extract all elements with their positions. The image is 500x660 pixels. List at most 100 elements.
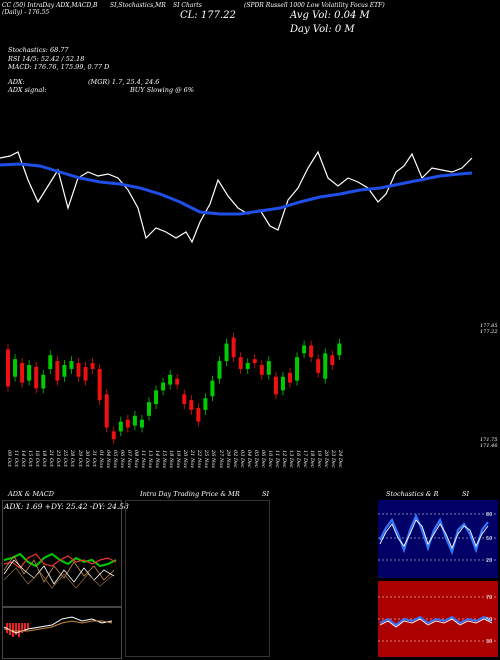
candle-body [132, 415, 137, 426]
candle-body [83, 366, 88, 381]
date-label: 31 Oct [90, 450, 97, 467]
candle-body [288, 372, 292, 383]
date-label: 25 Nov [203, 450, 210, 469]
date-label: 11 Dec [273, 450, 280, 468]
macd-histogram [3, 616, 113, 637]
adx-signal-value: BUY Slowing @ 6% [130, 86, 194, 94]
candle-body [280, 376, 285, 391]
candle-body [309, 345, 314, 358]
candle-body [224, 343, 229, 362]
adx-label: ADX: [8, 78, 25, 86]
date-axis: 09 Oct 11 Oct 14 Oct 15 Oct 16 Oct 18 Oct 21 O… [0, 450, 480, 486]
macd-line [3, 616, 113, 634]
date-label: 10 Dec [266, 450, 273, 468]
adx-line-1 [3, 555, 115, 583]
candle-body [295, 357, 300, 381]
date-label: 03 Dec [238, 450, 245, 468]
candle-body [182, 394, 187, 405]
candle-body [196, 407, 201, 422]
date-label: 05 Nov [111, 450, 118, 469]
header-title-3: SI Charts [173, 2, 202, 9]
candle-body [139, 419, 144, 428]
adx-signal-label: ADX signal: [8, 86, 47, 94]
header-title-4: (SPDR Russell 1000 Low Volatility Focus … [244, 2, 385, 9]
candle-body [90, 363, 95, 369]
candle-body [118, 421, 123, 432]
rsi-line-white [379, 618, 493, 628]
candle-body [273, 376, 278, 395]
adx-macd-title: ADX & MACD [8, 490, 54, 498]
date-label: 18 Oct [41, 450, 48, 467]
day-volume: Day Vol: 0 M [290, 24, 355, 35]
price-line-chart [0, 150, 473, 244]
date-label: 06 Dec [259, 450, 266, 468]
date-label: 14 Oct [20, 450, 27, 467]
candle-body [20, 363, 25, 383]
price-axis-bottom2: 171.46 [480, 443, 498, 449]
stochastics-lines: 80 50 20 [378, 512, 498, 564]
date-label: 20 Nov [182, 450, 189, 469]
mrsi-panel [125, 500, 270, 657]
candle-body [316, 359, 321, 373]
date-label: 22 Nov [196, 450, 203, 469]
rsi-readout: RSI 14/5: 52.42 / 52.18 [8, 55, 85, 63]
candle-body [231, 337, 236, 358]
stoch-axis-20: 20 [486, 558, 492, 564]
date-label: 21 Oct [48, 450, 55, 467]
date-label: 16 Oct [34, 450, 41, 467]
candle-body [76, 363, 81, 377]
rsi-line-blue [379, 615, 493, 627]
date-label: 02 Dec [231, 450, 238, 468]
price-axis-top2: 177.22 [480, 329, 498, 335]
candle-body [13, 359, 18, 377]
candle-body [175, 378, 180, 385]
date-label: 23 Oct [55, 450, 62, 467]
candle-body [97, 368, 102, 401]
candle-body [27, 365, 32, 381]
candle-body [111, 431, 116, 440]
stoch-axis-80: 80 [486, 512, 492, 518]
mrsi-title: Intra Day Trading Price & MR [140, 490, 240, 498]
date-label: 20 Dec [323, 450, 330, 468]
date-label: 13 Nov [147, 450, 153, 469]
adx-lines [3, 552, 117, 589]
stoch-d-line [379, 519, 489, 550]
candle-body [104, 394, 109, 428]
date-label: 13 Dec [288, 450, 294, 468]
date-label: 15 Nov [161, 450, 168, 469]
candle-body [125, 419, 130, 428]
date-label: 30 Oct [83, 450, 90, 467]
stoch-title-2: SI [462, 490, 470, 498]
candle-body [238, 357, 243, 369]
stoch-title: Stochastics & R [386, 490, 439, 498]
macd-readout: MACD: 176.76, 175.99, 0.77 D [8, 63, 110, 71]
date-label: 11 Oct [13, 450, 20, 467]
candle-body [330, 355, 335, 366]
date-label: 09 Oct [6, 450, 12, 467]
candle-body [6, 349, 10, 387]
candle-body [245, 363, 250, 369]
macd-signal-line [3, 620, 113, 632]
stochastics-panel [378, 500, 498, 578]
rsi-axis-70: 70 [486, 595, 492, 601]
mrsi-title-2: SI [262, 490, 270, 498]
price-line [0, 150, 473, 244]
adx-values: (MGR) 1.7, 25.4, 24.6 [88, 78, 160, 86]
close-price: CL: 177.22 [180, 10, 236, 21]
date-label: 19 Nov [175, 450, 182, 469]
candle-body [154, 390, 159, 405]
date-label: 18 Dec [309, 450, 316, 468]
stoch-axis-50: 50 [486, 536, 492, 542]
header-title-2: SI,Stochastics,MR [110, 2, 166, 9]
candle-body [302, 345, 307, 354]
date-label: 25 Oct [62, 450, 69, 467]
macd-panel [2, 607, 122, 659]
date-label: 28 Oct [69, 450, 76, 467]
date-label: 07 Nov [125, 450, 132, 469]
date-label: 27 Nov [217, 450, 224, 469]
date-label: 17 Dec [302, 450, 309, 468]
date-label: 18 Nov [168, 450, 175, 469]
candle-body [147, 402, 151, 416]
date-label: 21 Nov [189, 450, 196, 469]
date-label: 19 Dec [316, 450, 323, 468]
